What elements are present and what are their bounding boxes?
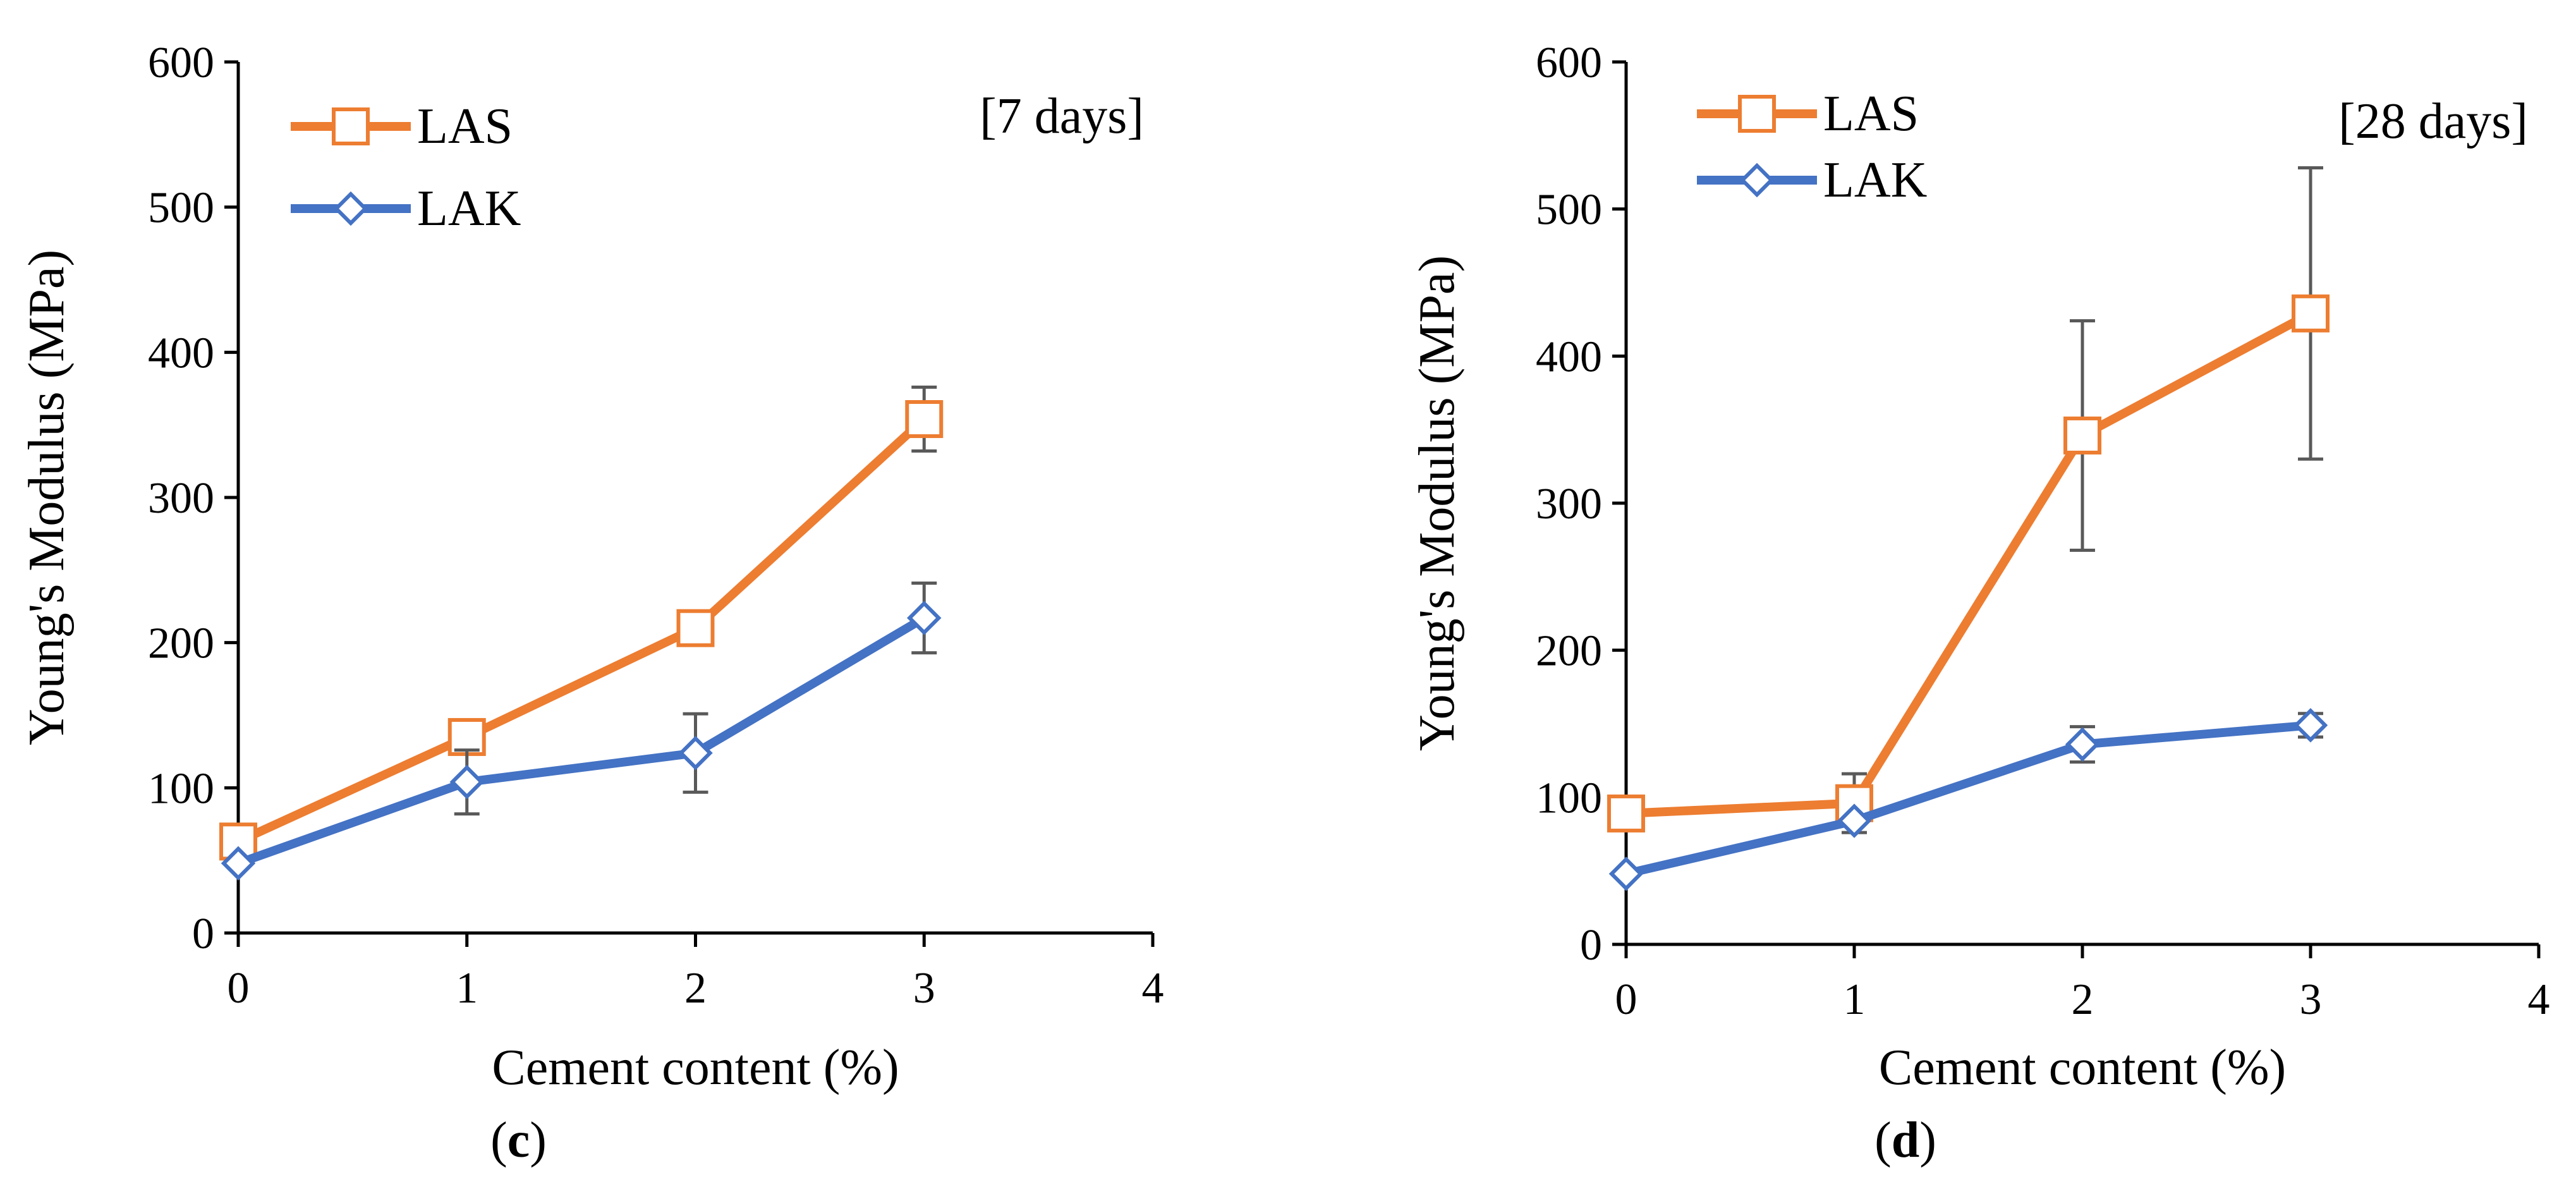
series-line	[1625, 721, 2311, 879]
data-point	[1607, 794, 1645, 832]
y-tick-label: 200	[1536, 627, 1602, 676]
y-tick-label: 500	[148, 184, 214, 233]
y-tick-label: 200	[148, 619, 214, 668]
y-tick-label: 0	[1580, 921, 1602, 970]
legend-label: LAS	[1823, 86, 1919, 142]
series-line	[1625, 309, 2313, 818]
series-LAS	[1607, 166, 2330, 834]
legend-label: LAK	[417, 181, 521, 236]
panel-annotation: [7 days]	[980, 88, 1144, 144]
panel-annotation: [28 days]	[2338, 94, 2528, 149]
y-tick-label: 100	[148, 764, 214, 813]
legend-label: LAK	[1823, 152, 1927, 208]
series-LAK	[221, 582, 942, 881]
x-tick-label: 2	[2072, 975, 2094, 1024]
legend-entry: LAS	[291, 99, 513, 154]
data-point	[676, 609, 715, 647]
legend-marker	[333, 191, 368, 226]
data-point	[447, 717, 486, 756]
y-tick-label: 400	[1536, 332, 1602, 381]
panel-d: 0 100 200 300 400 500 600 0 1 2 3 4 Cement content (…	[1409, 39, 2550, 1168]
y-tick-label: 0	[192, 910, 214, 958]
series-LAK	[1608, 708, 2328, 891]
data-point	[2293, 708, 2328, 743]
legend-label: LAS	[417, 99, 513, 154]
data-point	[678, 735, 713, 771]
series-line	[236, 614, 927, 868]
y-tick-label: 300	[1536, 480, 1602, 528]
panel-label: (c)	[490, 1113, 547, 1168]
y-tick-label: 300	[148, 474, 214, 523]
panel-label: (d)	[1874, 1113, 1936, 1168]
x-tick-label: 0	[1615, 975, 1637, 1024]
y-tick-label: 100	[1536, 774, 1602, 822]
legend-marker	[332, 107, 370, 145]
x-tick-label: 2	[684, 964, 707, 1013]
data-point	[1608, 857, 1644, 891]
x-axis-label: Cement content (%)	[492, 1040, 899, 1095]
legend-entry: LAK	[1697, 152, 1927, 208]
legend-entry: LAK	[291, 181, 521, 236]
data-point	[221, 846, 256, 881]
data-point	[1837, 803, 1872, 838]
data-point	[2292, 294, 2330, 332]
x-tick-label: 4	[1142, 964, 1164, 1013]
x-tick-label: 0	[228, 964, 250, 1013]
x-tick-label: 3	[913, 964, 935, 1013]
data-point	[2065, 727, 2100, 762]
data-point	[449, 764, 484, 800]
y-tick-label: 400	[148, 329, 214, 377]
legend-entry: LAS	[1697, 86, 1919, 142]
y-axis-label: Young's Modulus (MPa)	[19, 250, 75, 745]
y-tick-label: 500	[1536, 186, 1602, 235]
data-point	[907, 601, 942, 635]
data-point	[2063, 416, 2101, 454]
data-point	[905, 399, 944, 438]
legend-marker	[1739, 162, 1775, 198]
x-axis-label: Cement content (%)	[1879, 1040, 2286, 1095]
y-axis-label: Young's Modulus (MPa)	[1409, 255, 1465, 751]
y-tick-label: 600	[148, 39, 214, 87]
x-tick-label: 1	[456, 964, 478, 1013]
panel-c: 0 100 200 300 400 500 600 0 1 2 3 4 Cement content (…	[19, 39, 1164, 1168]
legend-marker	[1738, 95, 1776, 133]
series-line	[236, 415, 927, 846]
series-LAS	[219, 385, 944, 861]
y-tick-label: 600	[1536, 39, 1602, 87]
x-tick-label: 4	[2528, 975, 2550, 1024]
x-tick-label: 3	[2300, 975, 2322, 1024]
x-tick-label: 1	[1844, 975, 1866, 1024]
